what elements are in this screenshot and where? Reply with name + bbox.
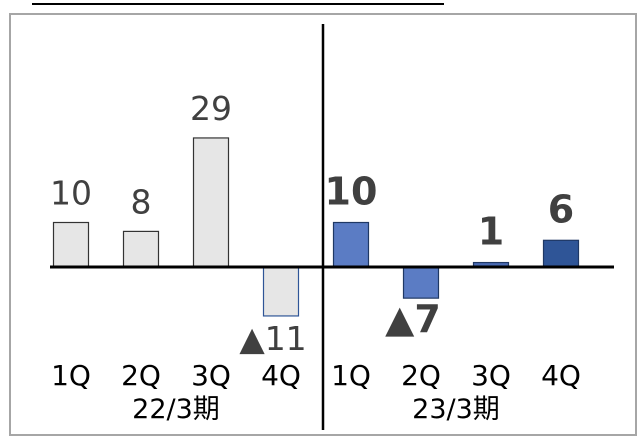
category-label-5: 1Q — [331, 359, 371, 392]
bar-5 — [332, 221, 370, 268]
category-label-1: 1Q — [51, 359, 91, 392]
value-label-7: 1 — [478, 210, 504, 254]
bar-2 — [122, 230, 160, 268]
chart-frame — [9, 13, 637, 436]
category-label-6: 2Q — [401, 359, 441, 392]
bar-8 — [542, 239, 580, 268]
bar-4 — [262, 266, 300, 317]
value-label-6: ▲7 — [385, 297, 441, 341]
bars-layer — [52, 137, 580, 317]
value-label-4: ▲11 — [239, 319, 306, 358]
category-label-4: 4Q — [261, 359, 301, 392]
group-label-1: 22/3期 — [132, 394, 220, 425]
category-label-3: 3Q — [191, 359, 231, 392]
category-label-7: 3Q — [471, 359, 511, 392]
value-label-2: 8 — [131, 182, 152, 221]
bar-6 — [402, 266, 440, 299]
bar-1 — [52, 221, 90, 268]
category-label-2: 2Q — [121, 359, 161, 392]
value-label-8: 6 — [548, 187, 574, 231]
category-label-8: 4Q — [541, 359, 581, 392]
bar-3 — [192, 137, 230, 268]
value-label-1: 10 — [50, 174, 92, 213]
value-label-3: 29 — [190, 89, 232, 128]
group-label-2: 23/3期 — [412, 394, 500, 425]
value-label-5: 10 — [325, 170, 378, 214]
